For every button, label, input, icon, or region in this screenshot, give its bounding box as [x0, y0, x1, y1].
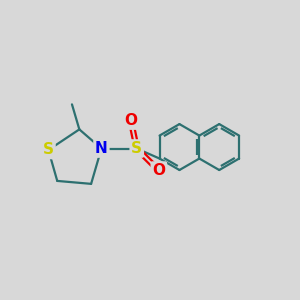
- Text: S: S: [131, 141, 142, 156]
- Text: S: S: [43, 142, 54, 158]
- Text: O: O: [124, 113, 137, 128]
- Text: O: O: [152, 163, 165, 178]
- Text: N: N: [95, 141, 108, 156]
